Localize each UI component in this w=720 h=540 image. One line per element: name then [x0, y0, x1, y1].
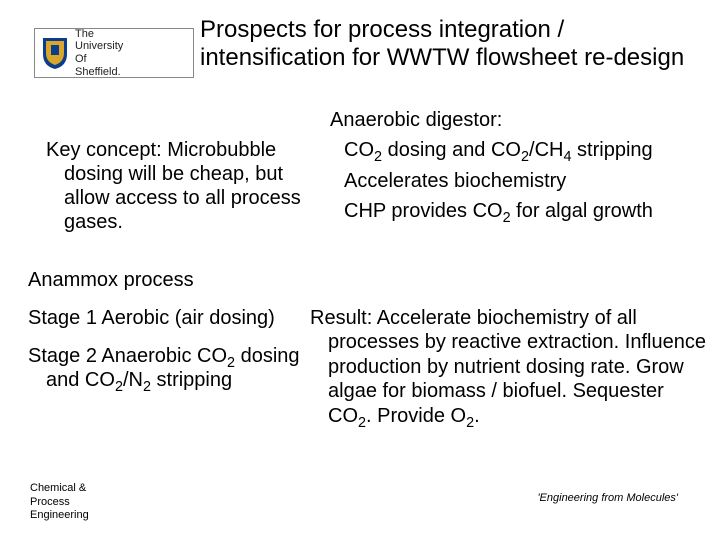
accelerates: Accelerates biochemistry: [340, 169, 710, 193]
crest-icon: [41, 36, 69, 70]
result-prefix: Result:: [310, 307, 377, 329]
left-column: Anammox process Stage 1 Aerobic (air dos…: [28, 268, 320, 406]
slide-title: Prospects for process integration / inte…: [200, 16, 700, 71]
logo-line1: The: [75, 28, 94, 40]
right-column: Anaerobic digestor: CO2 dosing and CO2/C…: [330, 108, 710, 230]
logo-line3: Of: [75, 53, 87, 65]
co2-dosing: CO2 dosing and CO2/CH4 stripping: [340, 138, 710, 162]
chp: CHP provides CO2 for algal growth: [340, 199, 710, 223]
department-footer: Chemical & Process Engineering: [30, 482, 89, 522]
logo-line2: University: [75, 40, 123, 52]
key-concept: Key concept: Microbubble dosing will be …: [46, 138, 326, 234]
logo-line4: Sheffield.: [75, 66, 121, 78]
stage-2: Stage 2 Anaerobic CO2 dosing and CO2/N2 …: [28, 344, 320, 392]
logo-text: The University Of Sheffield.: [75, 28, 123, 79]
anammox-heading: Anammox process: [28, 268, 320, 292]
anaerobic-heading: Anaerobic digestor:: [330, 108, 710, 132]
key-concept-prefix: Key concept:: [46, 139, 167, 161]
university-logo: The University Of Sheffield.: [34, 28, 194, 78]
tagline: 'Engineering from Molecules': [537, 492, 678, 504]
stage-1: Stage 1 Aerobic (air dosing): [28, 306, 320, 330]
result-paragraph: Result: Accelerate biochemistry of all p…: [300, 306, 710, 428]
